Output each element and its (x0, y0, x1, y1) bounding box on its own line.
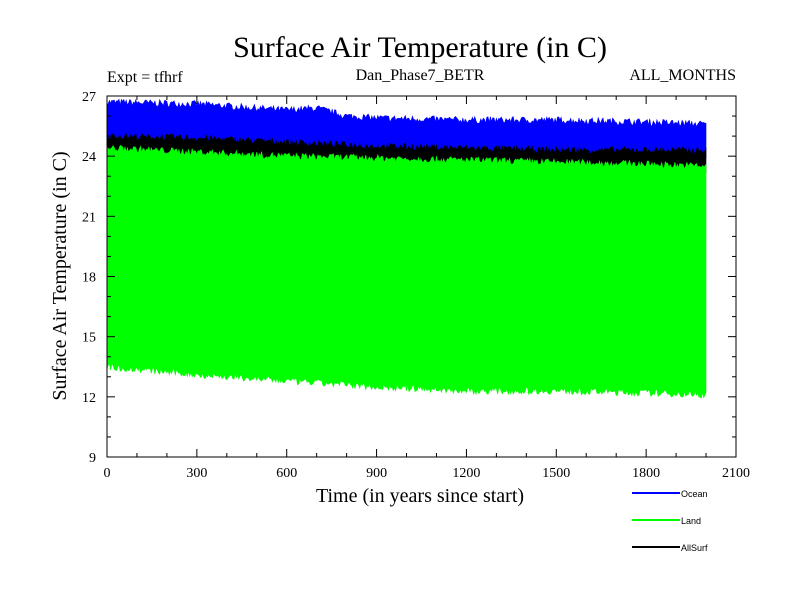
x-tick-label: 300 (186, 466, 207, 481)
x-tick-label: 0 (104, 466, 111, 481)
experiment-label: Expt = tfhrf (107, 69, 183, 86)
y-tick-label: 12 (82, 391, 96, 406)
legend-label-allsurf: AllSurf (681, 543, 708, 553)
tick-layer (106, 95, 737, 458)
x-tick-label: 600 (276, 466, 297, 481)
y-axis-label: Surface Air Temperature (in C) (49, 151, 71, 400)
y-tick-label: 9 (89, 451, 96, 466)
legend-label-ocean: Ocean (681, 489, 708, 499)
y-tick-label: 21 (82, 210, 96, 225)
run-name-label: Dan_Phase7_BETR (356, 67, 485, 84)
x-tick-label: 2100 (722, 466, 750, 481)
series-band-land (106, 145, 707, 399)
x-tick-label: 1800 (632, 466, 660, 481)
x-axis-label: Time (in years since start) (316, 485, 524, 507)
chart-title: Surface Air Temperature (in C) (233, 31, 607, 64)
x-tick-label: 1200 (452, 466, 480, 481)
y-tick-label: 15 (82, 331, 96, 346)
y-tick-labels: 9 12 15 18 21 24 27 (82, 90, 96, 466)
x-tick-labels: 0 300 600 900 1200 1500 1800 2100 (104, 466, 751, 481)
months-label: ALL_MONTHS (629, 67, 736, 84)
x-tick-label: 1500 (542, 466, 570, 481)
y-tick-label: 24 (82, 150, 96, 165)
y-tick-label: 27 (82, 90, 96, 105)
y-tick-label: 18 (82, 271, 96, 286)
legend: Ocean Land AllSurf (632, 489, 708, 553)
x-tick-label: 900 (366, 466, 387, 481)
legend-label-land: Land (681, 516, 701, 526)
series-layer (106, 98, 707, 399)
